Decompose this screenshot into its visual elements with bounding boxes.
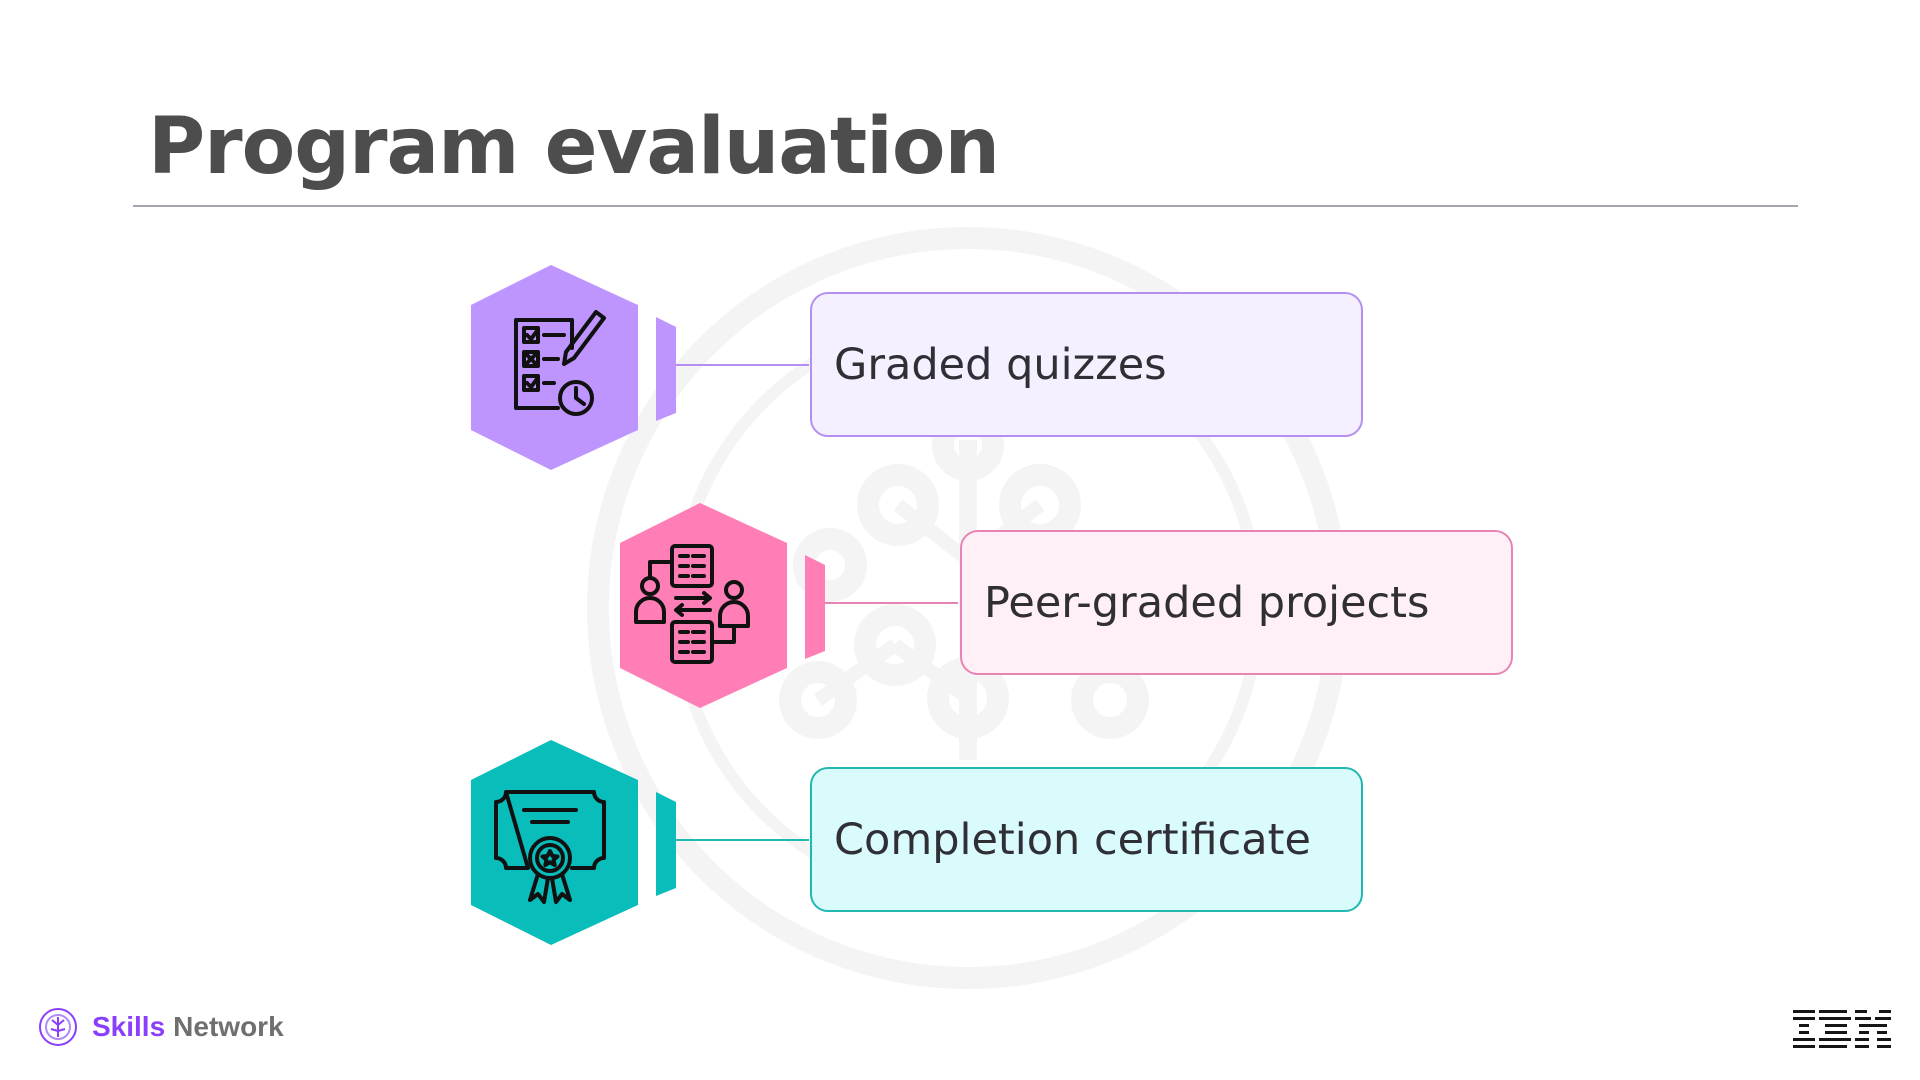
brand-network-text: Network [173,1011,284,1042]
skills-network-icon [39,1008,77,1046]
certificate-icon [494,790,606,904]
quiz-checklist-icon [514,310,606,416]
skills-network-logo: Skills Network [38,1005,284,1049]
brand-skills-text: Skills [92,1011,166,1042]
item-label: Completion certificate [834,814,1311,865]
title-divider [133,205,1798,207]
hexagon-badge [471,265,809,470]
item-label: Peer-graded projects [984,577,1430,628]
hexagon-badge [620,503,958,708]
ibm-logo [1793,1010,1891,1048]
item-label: Graded quizzes [834,339,1167,390]
page-title: Program evaluation [148,102,1000,192]
card-peer-graded-projects: Peer-graded projects [960,530,1513,675]
card-graded-quizzes: Graded quizzes [810,292,1363,437]
peer-review-icon [634,544,750,664]
card-completion-certificate: Completion certificate [810,767,1363,912]
